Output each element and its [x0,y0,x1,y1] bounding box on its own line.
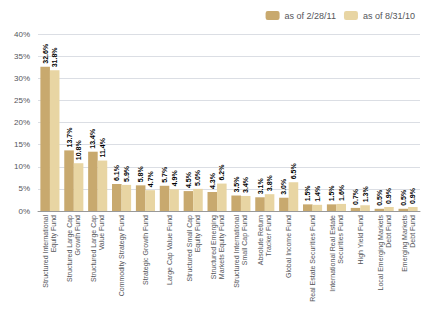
svg-text:Structured International: Structured International [233,215,240,288]
svg-text:11.4%: 11.4% [99,137,106,157]
svg-text:1.4%: 1.4% [314,185,321,202]
svg-text:3.8%: 3.8% [266,174,273,191]
svg-text:as of 2/28/11: as of 2/28/11 [285,11,336,21]
svg-text:13.4%: 13.4% [89,128,96,149]
svg-text:3.5%: 3.5% [233,176,240,193]
svg-text:3.4%: 3.4% [242,176,249,193]
svg-text:Structured Emerging: Structured Emerging [210,215,218,279]
svg-text:Strategic Growth Fund: Strategic Growth Fund [142,215,150,285]
svg-text:Debt Fund: Debt Fund [409,215,416,248]
svg-text:High Yield Fund: High Yield Fund [357,215,365,265]
svg-text:6.2%: 6.2% [218,164,225,181]
svg-text:Emerging Markets: Emerging Markets [401,215,409,272]
svg-text:0.7%: 0.7% [352,188,359,205]
svg-text:40%: 40% [14,30,30,39]
svg-text:Securities Fund: Securities Fund [337,215,344,264]
svg-text:25%: 25% [14,96,30,105]
svg-text:5.0%: 5.0% [194,169,201,186]
svg-text:15%: 15% [14,140,30,149]
svg-text:0.9%: 0.9% [385,187,392,204]
svg-text:10%: 10% [14,162,30,171]
svg-text:Debt Fund: Debt Fund [385,215,392,248]
svg-text:Structured Large Cap: Structured Large Cap [66,215,74,282]
svg-text:1.5%: 1.5% [328,185,335,202]
svg-text:4.3%: 4.3% [209,172,216,189]
svg-text:6.5%: 6.5% [290,163,297,180]
svg-text:Global Income Fund: Global Income Fund [285,215,292,278]
svg-text:Structured Large Cap: Structured Large Cap [90,215,98,282]
svg-text:3.0%: 3.0% [280,178,287,195]
svg-text:1.5%: 1.5% [304,185,311,202]
svg-text:5.7%: 5.7% [161,166,168,183]
svg-text:0.5%: 0.5% [376,189,383,206]
svg-text:1.6%: 1.6% [338,184,345,201]
svg-text:13.7%: 13.7% [66,127,73,148]
svg-text:4.5%: 4.5% [185,171,192,188]
svg-text:4.9%: 4.9% [171,170,178,187]
svg-text:Commodity Strategy Fund: Commodity Strategy Fund [118,215,126,296]
svg-text:Small Cap Fund: Small Cap Fund [241,215,249,265]
svg-text:6.1%: 6.1% [113,164,120,181]
svg-text:1.3%: 1.3% [362,186,369,203]
svg-text:32.6%: 32.6% [42,43,49,64]
svg-text:Tracker Fund: Tracker Fund [265,215,272,256]
svg-text:Local Emerging Markets: Local Emerging Markets [377,215,385,291]
svg-text:5%: 5% [18,184,30,193]
svg-text:Growth Fund: Growth Fund [74,215,81,256]
svg-text:35%: 35% [14,52,30,61]
svg-text:5.9%: 5.9% [123,165,130,182]
svg-text:Structured International: Structured International [42,215,49,288]
svg-text:4.7%: 4.7% [147,170,154,187]
svg-text:0.9%: 0.9% [409,187,416,204]
svg-text:Equity Fund: Equity Fund [194,215,202,252]
svg-text:5.8%: 5.8% [137,166,144,183]
svg-text:as of 8/31/10: as of 8/31/10 [363,11,415,21]
svg-text:Structured Small Cap: Structured Small Cap [186,215,194,282]
svg-text:Real Estate Securities Fund: Real Estate Securities Fund [309,215,316,302]
svg-text:30%: 30% [14,74,30,83]
svg-text:20%: 20% [14,118,30,127]
svg-text:0.5%: 0.5% [400,189,407,206]
svg-text:International Real Estate: International Real Estate [329,215,336,292]
svg-text:Large Cap Value Fund: Large Cap Value Fund [166,215,174,285]
svg-text:3.1%: 3.1% [257,178,264,195]
svg-text:0%: 0% [18,207,30,216]
svg-text:31.8%: 31.8% [51,47,58,68]
svg-text:Markets Equity Fund: Markets Equity Fund [218,215,226,279]
svg-text:Equity Fund: Equity Fund [50,215,58,252]
svg-text:10.8%: 10.8% [75,140,82,161]
svg-text:Absolute Return: Absolute Return [257,215,264,265]
svg-text:Value Fund: Value Fund [98,215,105,250]
